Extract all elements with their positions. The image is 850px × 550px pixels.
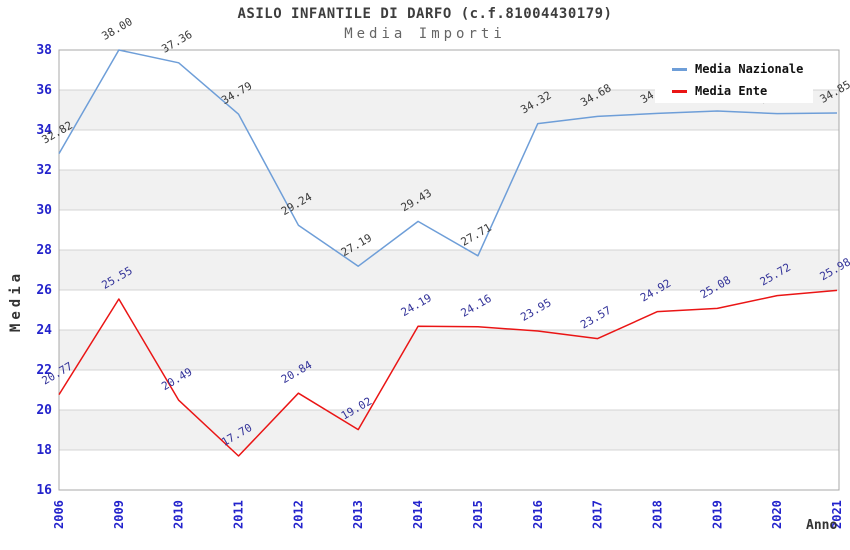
y-tick-label: 38 <box>36 43 52 58</box>
grid-band <box>59 410 839 450</box>
x-tick-label: 2013 <box>351 500 365 529</box>
point-label: 37.36 <box>159 28 194 56</box>
x-tick-label: 2012 <box>291 500 305 529</box>
point-label: 23.57 <box>578 304 613 332</box>
y-tick-label: 16 <box>36 483 52 498</box>
point-label: 38.00 <box>100 15 135 43</box>
y-tick-label: 32 <box>36 163 52 178</box>
y-tick-label: 22 <box>36 363 52 378</box>
x-tick-label: 2016 <box>531 500 545 529</box>
x-tick-label: 2006 <box>52 500 66 529</box>
x-tick-label: 2017 <box>591 500 605 529</box>
legend-item-media-nazionale: Media Nazionale <box>655 60 813 78</box>
media-ente-line-swatch-icon <box>672 89 687 93</box>
plot-frame <box>58 49 840 491</box>
x-tick-label: 2018 <box>650 500 664 529</box>
x-tick-label: 2014 <box>411 500 425 529</box>
point-label: 24.16 <box>459 292 494 320</box>
x-axis-title: Anno <box>806 518 838 533</box>
y-tick-label: 36 <box>36 83 52 98</box>
y-tick-label: 30 <box>36 203 52 218</box>
series-line-media-ente <box>58 289 838 457</box>
y-tick-label: 24 <box>36 323 52 338</box>
y-tick-label: 28 <box>36 243 52 258</box>
x-tick-label: 2021 <box>830 500 844 529</box>
x-tick-label: 2010 <box>172 500 186 529</box>
x-tick-label: 2009 <box>112 500 126 529</box>
series-line-media-nazionale <box>58 49 838 267</box>
y-tick-label: 26 <box>36 283 52 298</box>
grid-band <box>59 330 839 370</box>
point-label: 24.19 <box>399 291 434 319</box>
y-tick-label: 18 <box>36 443 52 458</box>
grid-band <box>59 170 839 210</box>
y-tick-label: 20 <box>36 403 52 418</box>
grid-band <box>59 250 839 290</box>
legend-label: Media Nazionale <box>695 62 804 76</box>
point-label: 27.71 <box>459 221 494 249</box>
chart-subtitle: Media Importi <box>344 26 506 42</box>
legend: Media Nazionale Media Ente <box>655 57 813 103</box>
legend-label: Media Ente <box>695 84 768 98</box>
y-tick-label: 34 <box>36 123 52 138</box>
x-tick-label: 2015 <box>471 500 485 529</box>
chart-title: ASILO INFANTILE DI DARFO (c.f.8100443017… <box>237 6 613 22</box>
point-label: 23.95 <box>518 296 553 324</box>
y-axis-title: Media <box>8 269 24 333</box>
x-tick-label: 2011 <box>232 500 246 529</box>
media-nazionale-line-swatch-icon <box>672 67 687 71</box>
x-tick-label: 2019 <box>710 500 724 529</box>
legend-item-media-ente: Media Ente <box>655 82 813 100</box>
x-tick-label: 2020 <box>770 500 784 529</box>
